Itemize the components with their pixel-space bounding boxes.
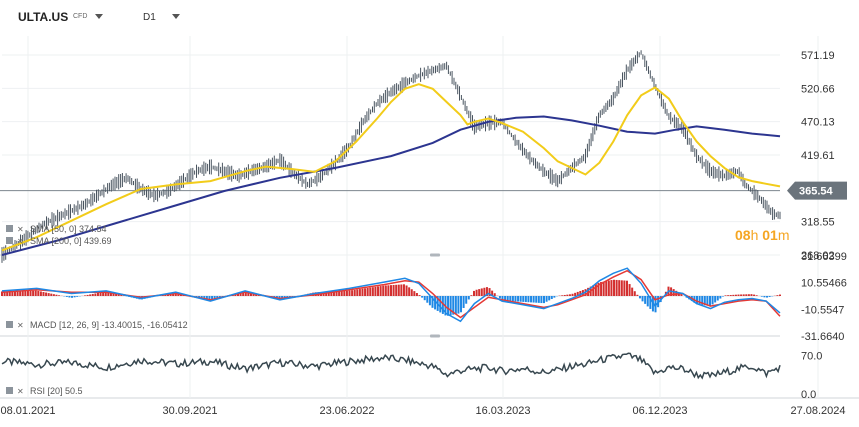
rsi-series[interactable] [1,352,781,380]
x-tick-label: 08.01.2021 [0,405,55,417]
indicator-settings-icon[interactable] [6,321,13,328]
x-tick-label: 27.08.2024 [790,405,845,417]
current-price-tag [787,181,847,200]
sma50-series[interactable] [1,83,781,252]
chart-ui: 365.54 ✕ SMA [50, 0] 374.54 ✕ SMA [200, 0] 4… [6,181,847,396]
timeframe-label[interactable]: D1 [143,12,156,23]
indicator-remove-icon: ✕ [17,387,24,396]
symbol-label[interactable]: ULTA.US [18,10,69,24]
y-tick-label: 70.0 [801,350,822,362]
y-tick-label: 268.02 [801,250,835,262]
y-tick-label: 520.66 [801,83,835,95]
indicator-legend-label: SMA [200, 0] 439.69 [30,236,112,246]
x-tick-label: 30.09.2021 [162,405,217,417]
y-tick-label: 10.55466 [801,278,847,290]
indicator-remove-icon: ✕ [17,225,24,234]
y-tick-label: 470.13 [801,117,835,129]
y-tick-label: 318.55 [801,217,835,229]
current-price-value: 365.54 [799,186,834,198]
x-tick-label: 23.06.2022 [319,405,374,417]
indicator-remove-icon: ✕ [17,321,24,330]
indicator-legend-label: MACD [12, 26, 9] -13.40015, -16.05412 [30,320,188,330]
panel-resize-handle[interactable] [430,334,440,338]
indicator-settings-icon[interactable] [6,387,13,394]
toolbar: ULTA.US CFD D1 [0,0,859,34]
y-tick-label: 419.61 [801,150,835,162]
series-lines [0,50,781,380]
grid [0,36,859,399]
y-tick-label: 31.66399 [801,251,847,263]
indicator-settings-icon[interactable] [6,225,13,232]
indicator-legend-label: SMA [50, 0] 374.54 [30,224,107,234]
macd-series[interactable] [1,267,781,323]
symbol-dropdown-chevron-down-icon[interactable] [95,14,103,19]
y-tick-label: 571.19 [801,50,835,62]
indicator-legend-label: RSI [20] 50.5 [30,386,83,396]
candle-countdown: 08h 01m [735,227,790,243]
y-tick-label: -10.5547 [801,304,844,316]
timeframe-dropdown-chevron-down-icon[interactable] [172,14,180,19]
indicator-settings-icon[interactable] [6,237,13,244]
y-tick-label: -31.6640 [801,331,844,343]
asset-class-label: CFD [73,13,88,20]
panel-resize-handle[interactable] [430,253,440,257]
x-tick-label: 06.12.2023 [632,405,687,417]
y-tick-label: 0.0 [801,389,816,401]
axes: 08.01.2021 30.09.2021 23.06.2022 16.03.2023… [0,50,846,417]
x-tick-label: 16.03.2023 [475,405,530,417]
indicator-remove-icon: ✕ [17,237,24,246]
